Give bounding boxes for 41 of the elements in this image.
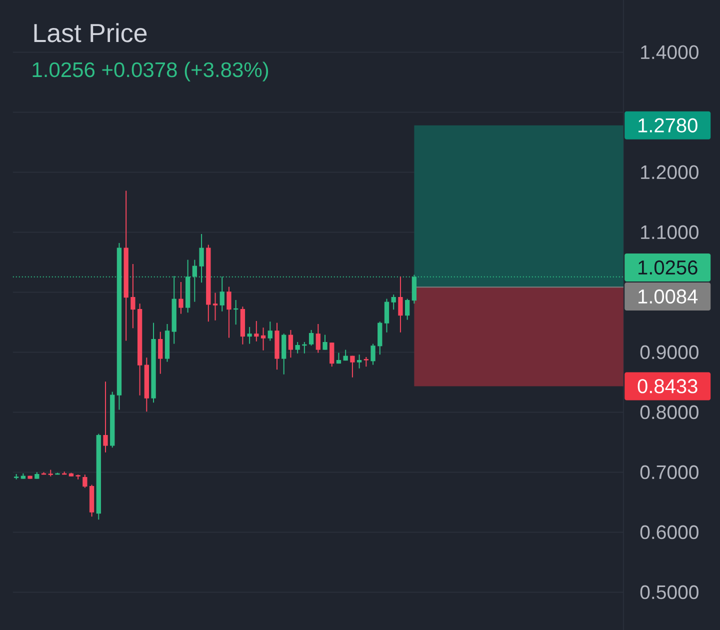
candlestick [103, 381, 108, 453]
text: Last Price [34, 23, 147, 42]
candlestick [158, 331, 163, 374]
candlestick [308, 329, 314, 346]
y-tick-label: 0.6000 [640, 525, 698, 540]
y-tick-label: 0.5000 [640, 585, 698, 600]
y-tick-label: 1.4000 [641, 45, 698, 60]
y-tick-label: 0.7000 [640, 465, 698, 480]
y-tick-label: 0.8000 [640, 405, 698, 420]
y-tick-label: 1.1000 [641, 225, 698, 240]
band-label: 1.2780 [638, 118, 698, 132]
candlestick [282, 333, 286, 375]
candlestick [295, 341, 300, 354]
candlestick [398, 276, 403, 333]
candlestick [378, 321, 382, 356]
candlestick [356, 354, 362, 369]
candlestick [82, 474, 88, 488]
y-tick-label: 1.2000 [641, 165, 698, 180]
candlestick [288, 329, 294, 358]
candlestick [404, 298, 410, 320]
candlestick [212, 292, 218, 321]
candlestick [330, 342, 334, 368]
ref-line-label: 1.0256 [638, 260, 698, 275]
candlestick [226, 286, 232, 338]
candlestick [363, 356, 370, 368]
candlestick [178, 281, 184, 314]
candlestick [322, 334, 328, 350]
candlestick [391, 294, 396, 310]
candlestick [350, 355, 355, 378]
band-label: 0.8433 [638, 379, 698, 394]
candlestick [260, 327, 266, 351]
ref-line-label: 1.0084 [638, 289, 698, 304]
candlestick [384, 298, 390, 333]
candlestick [370, 343, 376, 366]
candlestick [130, 263, 136, 329]
candlestick [268, 321, 272, 342]
candlestick [316, 323, 320, 354]
candlestick [254, 320, 259, 342]
candlestick [247, 326, 252, 344]
text: 1.0256 +0.0378 (+3.83%) [32, 62, 268, 82]
y-tick-label: 0.9000 [640, 345, 698, 360]
